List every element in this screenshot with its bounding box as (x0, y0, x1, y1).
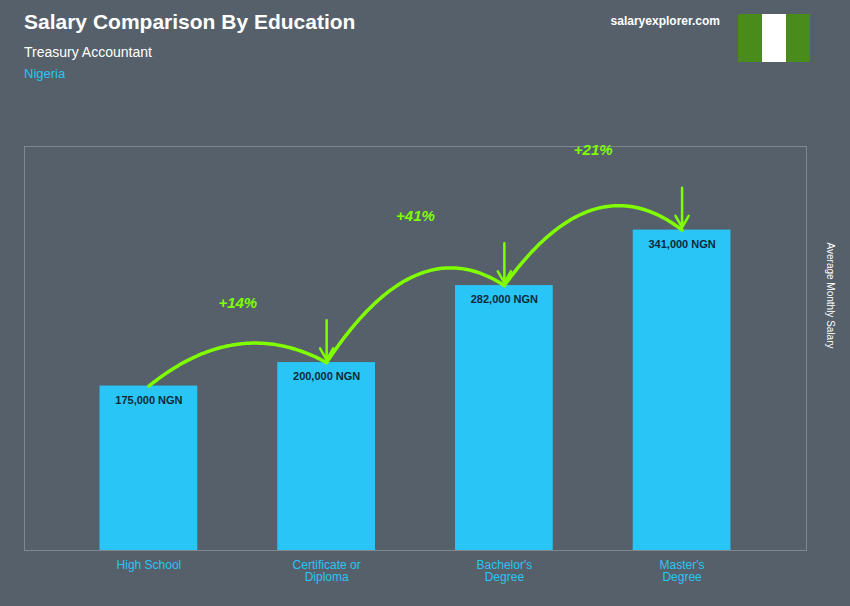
svg-text:175,000 NGN: 175,000 NGN (115, 394, 182, 406)
svg-text:Average Monthly Salary: Average Monthly Salary (825, 243, 836, 349)
svg-text:200,000 NGN: 200,000 NGN (293, 370, 360, 382)
html-text:salaryexplorer.com: salaryexplorer.com (610, 14, 720, 28)
html-text:Treasury Accountant: Treasury Accountant (24, 44, 152, 60)
html-text:Nigeria: Nigeria (24, 66, 66, 81)
svg-text:Certificate orDiploma: Certificate orDiploma (293, 558, 361, 584)
html-text:Salary Comparison By Education: Salary Comparison By Education (24, 10, 356, 33)
svg-text:Bachelor'sDegree: Bachelor'sDegree (477, 558, 533, 584)
svg-text:High School: High School (117, 558, 182, 572)
svg-text:+21%: +21% (574, 141, 613, 158)
svg-text:341,000 NGN: 341,000 NGN (648, 238, 715, 250)
svg-text:Master'sDegree: Master'sDegree (660, 558, 705, 584)
svg-text:282,000 NGN: 282,000 NGN (471, 293, 538, 305)
svg-text:+41%: +41% (396, 207, 435, 224)
svg-text:+14%: +14% (218, 294, 257, 311)
